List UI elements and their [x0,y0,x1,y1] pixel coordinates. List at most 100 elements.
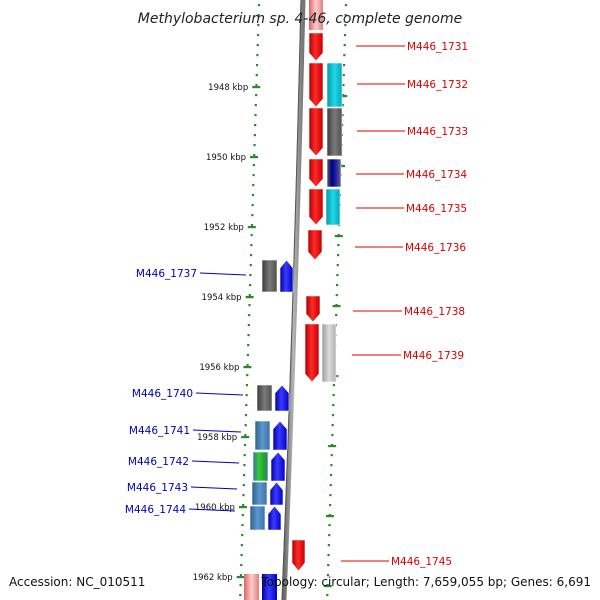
gene-label[interactable]: M446_1737 [136,268,197,280]
gene-label[interactable]: M446_1743 [127,482,188,494]
gene-label[interactable]: M446_1744 [125,504,186,516]
gene-annotation-box[interactable] [326,62,343,108]
chromosome-backbone [281,0,306,600]
gene-label[interactable]: M446_1742 [128,456,189,468]
ruler-dot [248,294,251,297]
minus-strand-gene[interactable] [270,451,286,482]
ruler-dot [252,184,255,187]
gene-label[interactable]: M446_1731 [407,41,468,53]
gene-label[interactable]: M446_1735 [406,203,467,215]
gene-label[interactable]: M446_1740 [132,388,193,400]
gene-label[interactable]: M446_1739 [403,350,464,362]
ruler-dot [240,544,243,547]
partial-gene-bottom[interactable] [262,574,277,600]
ruler-dot [239,574,243,577]
ruler-dot [243,464,246,467]
genome-summary-text: Topology: circular; Length: 7,659,055 bp… [260,575,591,589]
ruler-dot [244,414,248,417]
ruler-dot [344,24,347,27]
ruler-dot [249,264,252,267]
plus-strand-gene[interactable] [308,188,324,226]
ruler-dot [254,124,257,127]
ruler-dot [247,344,250,347]
coordinate-tick-label: 1962 kbp [193,573,233,583]
gene-label[interactable]: M446_1738 [404,306,465,318]
ruler-dot [240,554,243,557]
ruler-dot [327,544,330,547]
ruler-dot [239,584,242,587]
minus-strand-gene[interactable] [272,420,288,451]
gene-label[interactable]: M446_1732 [407,79,468,91]
ruler-tick [236,576,245,579]
ruler-tick [250,156,259,159]
gene-label[interactable]: M446_1745 [391,556,452,568]
ruler-dot [255,94,258,97]
genome-backbone [281,0,306,600]
minus-strand-gene[interactable] [279,259,294,293]
ruler-dot [249,254,253,257]
ruler-dot [336,264,339,267]
gene-annotation-box[interactable] [326,107,343,157]
coordinate-ruler: 1948 kbp 1950 kbp 1952 kbp 1954 kbp 1956 kbp… [193,4,348,597]
ruler-dot [252,164,256,167]
plus-strand-gene[interactable] [308,62,324,108]
ruler-dot [341,104,344,107]
accession-text: Accession: NC_010511 [9,575,145,589]
gene-label-leader [188,508,236,512]
partial-gene-top[interactable] [309,0,323,30]
gene-annotation-box[interactable] [321,323,337,383]
plus-strand-gene[interactable] [308,32,324,62]
plus-strand-gene[interactable] [291,539,306,572]
gene-annotation-box[interactable] [326,158,342,188]
gene-annotation-box[interactable] [251,481,268,506]
gene-annotation-box[interactable] [325,188,341,226]
ruler-dot [242,504,245,507]
gene-annotation-box[interactable] [249,505,266,531]
ruler-dot [344,4,348,7]
coordinate-tick-label: 1948 kbp [208,83,248,93]
gene-label-leader [195,392,244,396]
ruler-dot [331,434,334,437]
ruler-dot [336,284,339,287]
ruler-dot [331,424,334,427]
ruler-dot [250,244,253,247]
gene-annotation-box[interactable] [261,259,278,293]
ruler-dot [253,144,256,147]
ruler-dot [250,234,253,237]
gene-label[interactable]: M446_1741 [129,425,190,437]
ruler-dot [342,84,345,87]
minus-strand-gene[interactable] [274,384,290,412]
gene-annotation-box[interactable] [252,451,269,482]
gene-label[interactable]: M446_1736 [405,242,466,254]
ruler-dot [245,404,248,407]
ruler-dot [248,304,251,307]
plus-strand-gene[interactable] [307,229,323,261]
ruler-dot [329,474,333,477]
plus-strand-gene[interactable] [305,295,321,323]
minus-strand-gene[interactable] [269,481,284,506]
gene-annotation-box[interactable] [256,384,273,412]
gene-label[interactable]: M446_1734 [406,169,467,181]
minus-strand-gene[interactable] [267,505,282,531]
ruler-dot [255,64,259,67]
coordinate-tick-label: 1954 kbp [202,293,242,303]
ruler-dot [253,154,256,157]
plus-strand-gene[interactable] [308,158,324,188]
coordinate-tick-label: 1960 kbp [195,503,235,513]
plus-strand-gene[interactable] [308,107,324,157]
gene-label[interactable]: M446_1733 [407,126,468,138]
ruler-dot [327,564,330,567]
gene-annotation-box[interactable] [254,420,271,451]
ruler-dot [326,574,330,577]
gene-label-leader [199,272,247,276]
partial-gene-bottom[interactable] [244,574,259,600]
ruler-dot [251,214,254,217]
plus-strand-gene[interactable] [304,323,320,383]
ruler-tick [238,506,247,509]
ruler-dot [342,74,345,77]
ruler-dot [332,394,335,397]
ruler-dot [256,54,259,57]
ruler-tick [325,515,334,518]
ruler-dot [330,454,333,457]
